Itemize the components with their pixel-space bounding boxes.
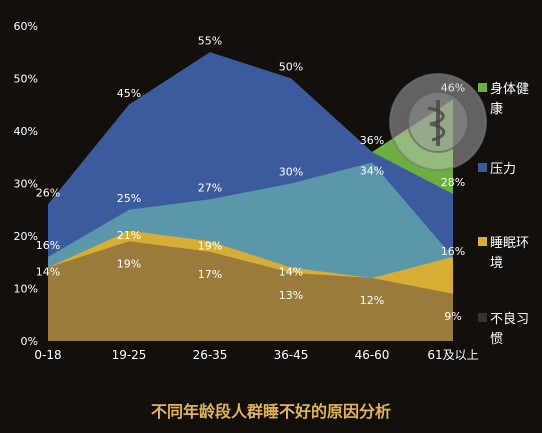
y-tick-label: 30%: [14, 178, 38, 191]
data-label: 30%: [279, 166, 303, 179]
legend-label-cont: 康: [490, 102, 504, 117]
y-tick-label: 50%: [14, 73, 38, 86]
data-label: 26%: [36, 187, 60, 200]
legend-swatch: [478, 237, 487, 246]
data-label: 19%: [117, 257, 141, 270]
data-label: 25%: [117, 192, 141, 205]
data-label: 9%: [444, 310, 461, 323]
data-label: 28%: [441, 176, 465, 189]
data-label: 55%: [198, 34, 222, 47]
legend-item-stress: 压力: [478, 160, 540, 180]
data-label: 14%: [36, 266, 60, 279]
y-tick-label: 0%: [21, 335, 38, 348]
data-label: 17%: [198, 268, 222, 281]
x-tick-label: 0-18: [34, 348, 61, 362]
data-label: 13%: [279, 289, 303, 302]
x-tick-label: 19-25: [112, 348, 147, 362]
society-seal-watermark: [388, 72, 488, 172]
legend-label: 睡眠环: [490, 236, 530, 251]
data-label: 46%: [441, 82, 465, 95]
legend-item-sleep-environment: 睡眠环 境: [478, 234, 540, 274]
legend-label-cont: 境: [490, 256, 504, 271]
data-label: 45%: [117, 87, 141, 100]
data-label: 12%: [360, 294, 384, 307]
data-label: 36%: [360, 134, 384, 147]
data-label: 34%: [360, 165, 384, 178]
legend-swatch: [478, 83, 487, 92]
legend-label: 身体健: [490, 82, 530, 97]
y-tick-label: 20%: [14, 230, 38, 243]
data-label: 14%: [279, 266, 303, 279]
legend-swatch: [478, 313, 487, 322]
area-series-4: [48, 241, 453, 341]
y-tick-label: 10%: [14, 283, 38, 296]
data-label: 16%: [36, 239, 60, 252]
data-label: 50%: [279, 61, 303, 74]
legend-label: 压力: [490, 162, 517, 177]
x-tick-label: 46-60: [355, 348, 390, 362]
legend-item-physical-health: 身体健 康: [478, 80, 540, 120]
y-tick-label: 60%: [14, 20, 38, 33]
y-tick-label: 40%: [14, 125, 38, 138]
x-tick-label: 26-35: [193, 348, 228, 362]
data-label: 19%: [198, 239, 222, 252]
data-label: 16%: [441, 245, 465, 258]
legend-swatch: [478, 163, 487, 172]
x-tick-label: 61及以上: [427, 348, 478, 362]
data-label: 21%: [117, 229, 141, 242]
chart-caption: 不同年龄段人群睡不好的原因分析: [150, 402, 391, 421]
data-label: 27%: [198, 181, 222, 194]
x-tick-label: 36-45: [274, 348, 309, 362]
legend-label-cont: 惯: [490, 332, 504, 347]
legend-label: 不良习: [490, 312, 530, 327]
legend-item-bad-habits: 不良习 惯: [478, 310, 540, 350]
